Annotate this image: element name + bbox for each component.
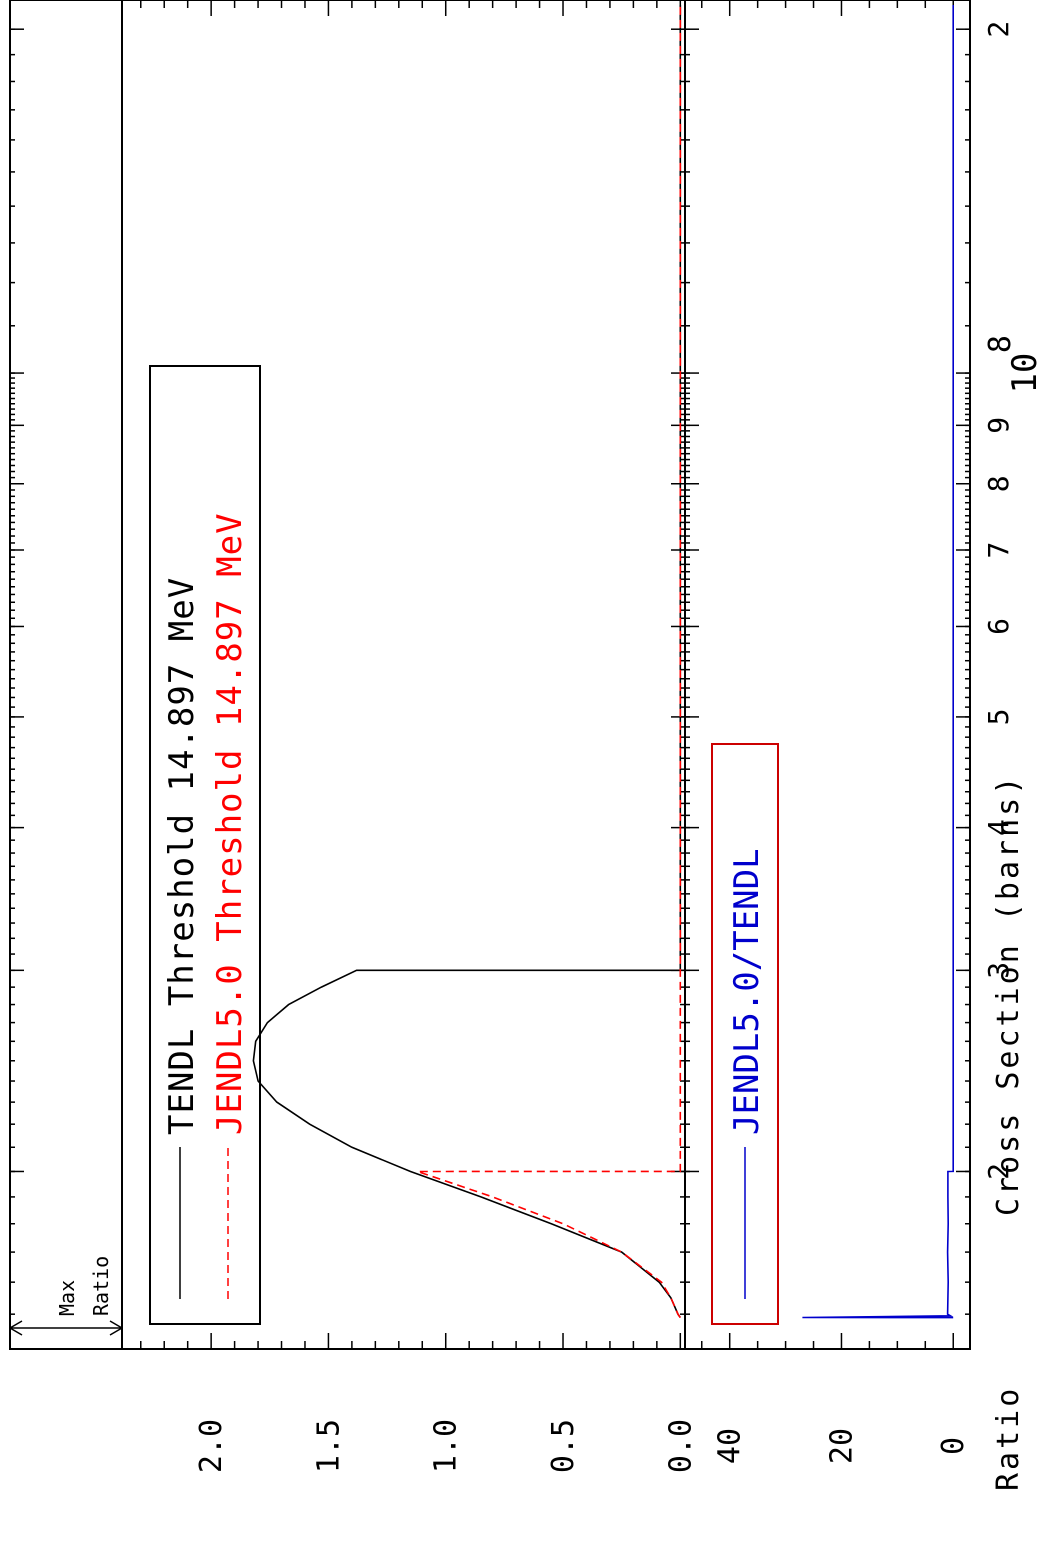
ytick-ratio-20: 20: [825, 1428, 860, 1464]
legend-label-ratio: JENDL5.0/TENDL: [727, 848, 767, 1135]
ytick-1.5: 1.5: [311, 1419, 346, 1473]
xtick-4e7: 4: [982, 819, 1015, 836]
xtick-8e7: 8: [982, 475, 1015, 492]
legend-cross-section: TENDL Threshold 14.897 MeV JENDL5.0 Thre…: [149, 365, 261, 1325]
legend-ratio-box: [711, 743, 779, 1325]
legend-label-tendl: TENDL Threshold 14.897 MeV: [162, 577, 202, 1135]
xtick-6e7: 6: [982, 618, 1015, 635]
rotated-plot: Max Ratio Cross Section (barns) Ratio 0.…: [9, 0, 1045, 1491]
ytick-2.0: 2.0: [194, 1419, 229, 1473]
ytick-1.0: 1.0: [429, 1419, 464, 1473]
max-label: Max: [55, 1280, 79, 1316]
xtick-1e8: 10 8: [983, 335, 1045, 394]
x-tick-labels: 2 3 4 5 6 7 8 9 10 8 2: [982, 21, 1045, 1180]
xtick-5e7: 5: [982, 708, 1015, 725]
ytick-0.0: 0.0: [663, 1419, 698, 1473]
ratio-panel-frame: [684, 0, 971, 1350]
xtick-7e7: 7: [982, 542, 1015, 559]
cross-section-axis-title: Cross Section (barns): [991, 774, 1026, 1216]
xtick-1e8-base: 10: [1005, 353, 1045, 394]
xtick-1e8-exp: 8: [983, 335, 1018, 353]
xtick-2e7: 2: [982, 1163, 1015, 1180]
series-ratio: [802, 5, 954, 1319]
max-ratio-indicator: Max Ratio: [9, 1256, 123, 1336]
ytick-ratio-0: 0: [936, 1437, 971, 1455]
y-tick-marks: [140, 0, 954, 1349]
legend-label-jendl: JENDL5.0 Threshold 14.897 MeV: [210, 512, 250, 1135]
series-tendl: [252, 5, 682, 1319]
xtick-2e8: 2: [982, 21, 1015, 38]
xtick-3e7: 3: [982, 962, 1015, 979]
legend-box: [149, 365, 261, 1325]
legend-ratio: JENDL5.0/TENDL: [711, 743, 779, 1325]
ratio-axis-title: Ratio: [991, 1386, 1026, 1491]
y-tick-labels-cross-section: 0.0 0.5 1.0 1.5 2.0: [194, 1419, 698, 1473]
ratio-label: Ratio: [89, 1256, 113, 1316]
y-tick-labels-ratio: 0 20 40: [713, 1428, 972, 1464]
xtick-9e7: 9: [982, 417, 1015, 434]
ytick-ratio-40: 40: [713, 1428, 748, 1464]
series-jendl: [417, 5, 682, 1319]
cross-section-panel-frame: [9, 0, 686, 1350]
ytick-0.5: 0.5: [546, 1419, 581, 1473]
